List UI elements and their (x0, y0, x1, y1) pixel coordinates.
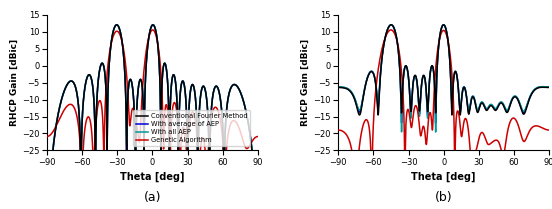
Genetic Algorithm (388, 29, 394, 31)
Genetic Algorithm (526, 130, 533, 133)
With average of AEP (89, 81, 95, 84)
With all AEP (44, 170, 50, 172)
Conventional Fourier Method (546, 86, 552, 89)
Conventional Fourier Method (463, 92, 469, 94)
Line: With average of AEP: With average of AEP (338, 25, 549, 123)
With all AEP (432, 131, 439, 133)
With average of AEP (235, 86, 241, 89)
Conventional Fourier Method (526, 98, 533, 101)
With all AEP (206, 173, 213, 176)
With all AEP (463, 91, 469, 93)
Genetic Algorithm (150, 29, 156, 31)
Genetic Algorithm (235, 124, 241, 127)
Line: Conventional Fourier Method: Conventional Fourier Method (47, 25, 258, 209)
Genetic Algorithm (394, 40, 401, 43)
With average of AEP (546, 86, 552, 88)
Genetic Algorithm (103, 90, 109, 93)
With all AEP (171, 75, 178, 78)
Conventional Fourier Method (89, 81, 95, 84)
Genetic Algorithm (254, 135, 261, 138)
Line: With all AEP: With all AEP (338, 25, 549, 132)
X-axis label: Theta [deg]: Theta [deg] (120, 171, 185, 182)
With all AEP (394, 40, 400, 42)
With average of AEP (254, 185, 261, 187)
With average of AEP (175, 180, 182, 182)
With average of AEP (335, 86, 342, 88)
Line: Conventional Fourier Method: Conventional Fourier Method (338, 25, 549, 115)
Conventional Fourier Method (103, 86, 109, 89)
With average of AEP (466, 108, 473, 111)
With average of AEP (254, 185, 261, 187)
Genetic Algorithm (380, 42, 387, 45)
With average of AEP (171, 75, 178, 78)
With all AEP (89, 81, 95, 84)
With all AEP (335, 86, 342, 88)
Conventional Fourier Method (466, 110, 473, 112)
With average of AEP (546, 86, 552, 88)
With all AEP (175, 165, 182, 167)
Legend: Conventional Fourier Method, With average of AEP, With all AEP, Genetic Algorith: Conventional Fourier Method, With averag… (133, 110, 251, 146)
With all AEP (526, 97, 533, 99)
With all AEP (235, 86, 241, 89)
Genetic Algorithm (89, 136, 95, 139)
Line: Genetic Algorithm: Genetic Algorithm (47, 30, 258, 209)
Y-axis label: RHCP Gain [dBic]: RHCP Gain [dBic] (10, 39, 19, 126)
With average of AEP (206, 189, 213, 191)
With all AEP (380, 46, 387, 48)
Genetic Algorithm (463, 117, 469, 120)
Genetic Algorithm (44, 135, 50, 138)
Conventional Fourier Method (335, 86, 342, 89)
Genetic Algorithm (546, 129, 552, 131)
With average of AEP (526, 97, 533, 100)
With all AEP (546, 86, 552, 88)
With all AEP (254, 170, 261, 172)
With average of AEP (113, 23, 120, 26)
Text: (b): (b) (435, 191, 453, 204)
Conventional Fourier Method (113, 24, 120, 26)
Genetic Algorithm (546, 129, 552, 131)
Line: With all AEP: With all AEP (47, 25, 258, 175)
Genetic Algorithm (171, 101, 178, 104)
With average of AEP (432, 122, 439, 124)
With all AEP (466, 107, 473, 110)
With average of AEP (380, 46, 387, 48)
Genetic Algorithm (335, 129, 342, 131)
Genetic Algorithm (466, 142, 473, 144)
With all AEP (440, 24, 447, 26)
With average of AEP (394, 40, 400, 42)
Conventional Fourier Method (546, 86, 552, 89)
With average of AEP (440, 24, 447, 26)
With all AEP (103, 86, 109, 88)
Conventional Fourier Method (440, 24, 447, 26)
With all AEP (546, 86, 552, 88)
Y-axis label: RHCP Gain [dBic]: RHCP Gain [dBic] (301, 39, 310, 126)
Conventional Fourier Method (356, 114, 363, 116)
Genetic Algorithm (254, 135, 261, 138)
Text: (a): (a) (144, 191, 161, 204)
Conventional Fourier Method (380, 46, 387, 48)
Line: With average of AEP: With average of AEP (47, 25, 258, 190)
Conventional Fourier Method (171, 75, 178, 78)
With all AEP (113, 23, 120, 26)
Genetic Algorithm (175, 129, 182, 132)
Conventional Fourier Method (235, 86, 241, 89)
With average of AEP (103, 86, 109, 89)
With all AEP (254, 170, 261, 172)
X-axis label: Theta [deg]: Theta [deg] (411, 171, 476, 182)
With average of AEP (463, 91, 469, 94)
Conventional Fourier Method (394, 40, 401, 43)
With average of AEP (44, 185, 50, 187)
Line: Genetic Algorithm: Genetic Algorithm (338, 30, 549, 209)
